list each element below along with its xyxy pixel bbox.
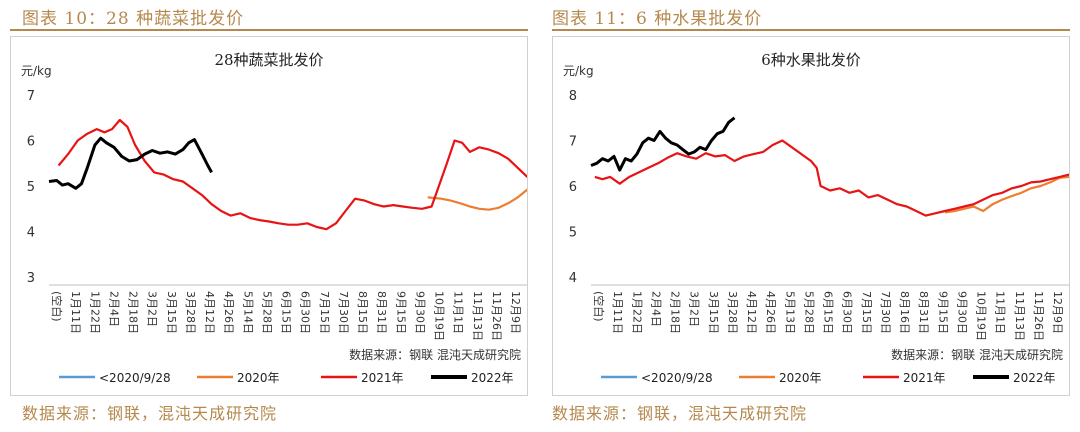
- x-tick-label: 7月30日: [879, 291, 892, 334]
- legend-label: <2020/9/28: [99, 371, 171, 385]
- chart-panel-right: 6种水果批发价元/kg 4 5 6 7 8 (空白) 1月11日 1月22日 2月4日 2月18日 3…: [552, 36, 1070, 396]
- y-tick-label: 7: [569, 135, 577, 150]
- y-tick-label: 4: [569, 271, 577, 286]
- legend-label: <2020/9/28: [641, 371, 713, 385]
- legend-label: 2020年: [779, 371, 822, 385]
- source-caption-left: 数据来源：钢联，混沌天成研究院: [22, 404, 278, 423]
- x-tick-label: (空白): [50, 291, 64, 322]
- x-tick-label: 9月15日: [394, 291, 407, 334]
- x-tick-label: 4月26日: [764, 291, 777, 334]
- y-tick-label: 5: [27, 180, 35, 195]
- x-tick-label: 12月9日: [1051, 291, 1064, 334]
- y-axis-label: 元/kg: [21, 64, 52, 78]
- x-tick-label: 7月15日: [318, 291, 331, 334]
- x-tick-label: 8月31日: [375, 291, 388, 334]
- x-tick-label: 1月11日: [611, 291, 624, 334]
- x-tick-label: 1月22日: [88, 291, 101, 334]
- x-tick-label: 2月4日: [107, 291, 120, 327]
- x-tick-label: 3月2日: [688, 291, 701, 327]
- source-note: 数据来源：钢联 混沌天成研究院: [891, 347, 1063, 362]
- x-tick-label: 6月30日: [841, 291, 854, 334]
- x-tick-label: 11月1日: [452, 291, 465, 334]
- x-tick-label: 8月15日: [356, 291, 369, 334]
- figure-caption-left: 图表 10：28 种蔬菜批发价: [22, 9, 245, 29]
- x-tick-label: 11月26日: [490, 291, 503, 341]
- chart-title: 6种水果批发价: [761, 51, 861, 69]
- y-axis-label: 元/kg: [563, 64, 594, 78]
- figure-caption-right: 图表 11：6 种水果批发价: [552, 9, 763, 29]
- x-tick-label: 11月13日: [471, 291, 484, 341]
- x-tick-label: 7月30日: [337, 291, 350, 334]
- x-tick-label: 9月30日: [955, 291, 968, 334]
- y-tick-label: 8: [569, 89, 577, 104]
- x-tick-label: 3月2日: [146, 291, 159, 327]
- x-tick-label: 12月9日: [509, 291, 522, 334]
- x-tick-label: 4月26日: [222, 291, 235, 334]
- x-tick-label: 3月15日: [707, 291, 720, 334]
- x-tick-label: 8月16日: [898, 291, 911, 334]
- series-line-3: [48, 136, 213, 190]
- y-tick-label: 3: [27, 271, 35, 286]
- x-tick-label: 4月12日: [203, 291, 216, 334]
- x-tick-label: 8月31日: [917, 291, 930, 334]
- x-tick-label: 10月19日: [433, 291, 446, 341]
- x-tick-label: (空白): [592, 291, 606, 322]
- legend-label: 2021年: [903, 371, 946, 385]
- series-line-2: [57, 118, 527, 231]
- x-tick-label: 7月15日: [860, 291, 873, 334]
- y-tick-label: 6: [569, 180, 577, 195]
- x-tick-label: 9月15日: [936, 291, 949, 334]
- x-tick-label: 1月11日: [69, 291, 82, 334]
- x-tick-label: 3月15日: [165, 291, 178, 334]
- x-tick-label: 10月19日: [975, 291, 988, 341]
- x-tick-label: 4月12日: [745, 291, 758, 334]
- source-note: 数据来源：钢联 混沌天成研究院: [349, 347, 521, 362]
- series-line-1: [427, 188, 527, 211]
- x-tick-label: 9月30日: [413, 291, 426, 334]
- x-tick-label: 6月15日: [280, 291, 293, 334]
- x-tick-label: 6月15日: [822, 291, 835, 334]
- series-line-2: [594, 139, 1069, 217]
- legend-label: 2022年: [1013, 371, 1056, 385]
- x-tick-label: 2月18日: [127, 291, 140, 334]
- x-tick-label: 5月28日: [802, 291, 815, 334]
- x-tick-label: 3月28日: [184, 291, 197, 334]
- x-tick-label: 11月1日: [994, 291, 1007, 334]
- caption-rule-left: [10, 29, 528, 31]
- x-tick-label: 1月22日: [630, 291, 643, 334]
- y-tick-label: 4: [27, 226, 35, 241]
- x-tick-label: 3月28日: [726, 291, 739, 334]
- caption-rule-right: [552, 29, 1070, 31]
- source-caption-right: 数据来源：钢联，混沌天成研究院: [552, 404, 808, 423]
- series-line-3: [590, 116, 736, 172]
- y-tick-label: 5: [569, 226, 577, 241]
- x-tick-label: 5月14日: [241, 291, 254, 334]
- x-tick-label: 2月18日: [669, 291, 682, 334]
- chart-title: 28种蔬菜批发价: [214, 51, 323, 69]
- x-tick-label: 11月13日: [1013, 291, 1026, 341]
- x-tick-label: 5月28日: [260, 291, 273, 334]
- x-tick-label: 2月4日: [649, 291, 662, 327]
- x-tick-label: 5月13日: [783, 291, 796, 334]
- y-tick-label: 6: [27, 135, 35, 150]
- legend-label: 2020年: [237, 371, 280, 385]
- chart-panel-left: 28种蔬菜批发价元/kg 3 4 5 6 7 (空白) 1月11日 1月22日 2月4日 2月18日…: [10, 36, 528, 396]
- y-tick-label: 7: [27, 89, 35, 104]
- x-tick-label: 11月26日: [1032, 291, 1045, 341]
- legend-label: 2022年: [471, 371, 514, 385]
- legend-label: 2021年: [361, 371, 404, 385]
- x-tick-label: 6月30日: [299, 291, 312, 334]
- series-line-1: [944, 175, 1069, 214]
